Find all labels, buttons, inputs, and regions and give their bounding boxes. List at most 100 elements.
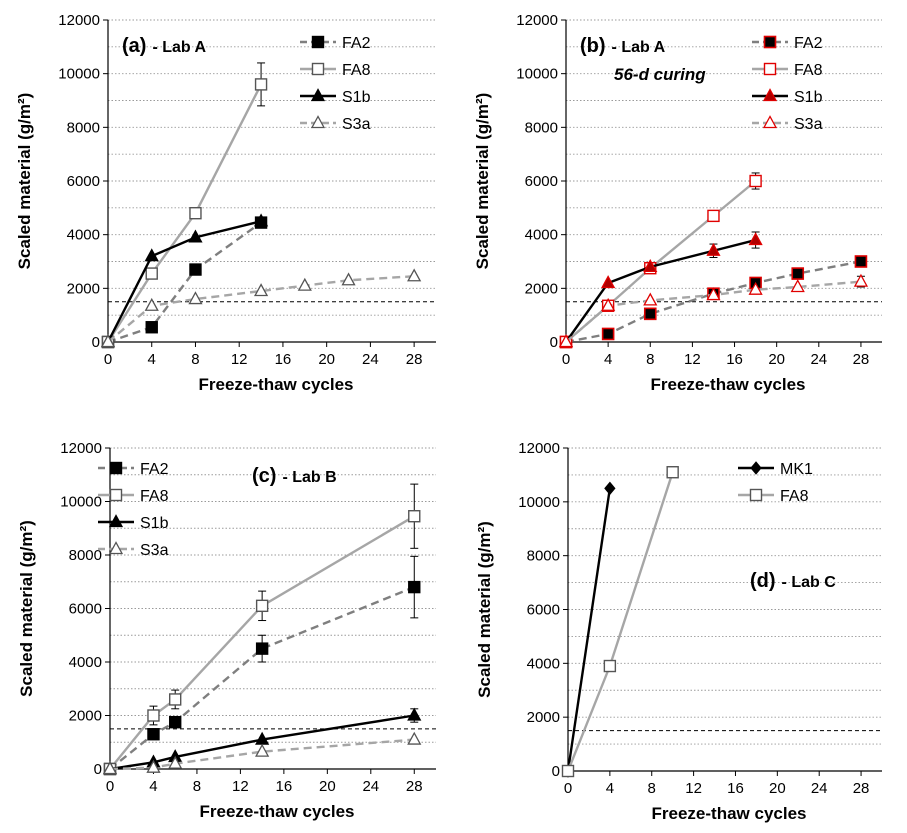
legend-entry: FA2	[752, 35, 823, 52]
panel-title: (d) - Lab C	[750, 570, 836, 592]
legend-label: S1b	[342, 89, 371, 106]
y-tick-label: 6000	[67, 173, 100, 190]
y-tick-label: 4000	[67, 227, 100, 244]
panel-d: 0 2000 4000 6000 8000 10000 12000 0 4 8 12 16 20 24 28…	[475, 440, 882, 823]
data-point	[706, 287, 721, 301]
data-point	[168, 755, 183, 769]
data-point	[643, 259, 658, 273]
legend-entry: FA8	[300, 62, 371, 79]
series-fa8	[103, 483, 421, 776]
series-line	[566, 488, 612, 772]
legend-label: FA8	[140, 488, 169, 505]
data-point	[407, 731, 422, 745]
legend-entry: S1b	[300, 88, 371, 106]
data-point	[558, 334, 574, 348]
data-point	[601, 327, 615, 341]
data-point	[102, 761, 118, 775]
legend-marker	[310, 115, 326, 129]
series-line	[106, 83, 263, 343]
data-point	[407, 707, 422, 721]
legend-marker	[109, 488, 123, 502]
data-point	[253, 283, 269, 297]
data-point	[188, 291, 203, 305]
data-point	[706, 242, 721, 256]
legend-label: FA8	[342, 62, 371, 79]
series-fa2	[103, 555, 421, 776]
legend-marker	[763, 35, 777, 49]
data-point	[707, 209, 720, 223]
y-axis-label: Scaled material (g/m²)	[475, 521, 494, 698]
x-axis-label: Freeze-thaw cycles	[651, 375, 806, 394]
y-tick-label: 4000	[525, 227, 558, 244]
legend-label: MK1	[780, 461, 813, 478]
legend-marker	[311, 35, 325, 49]
y-axis-label: Scaled material (g/m²)	[15, 93, 34, 270]
y-tick-label: 8000	[525, 119, 558, 136]
x-tick-label: 28	[406, 778, 423, 795]
x-tick-label: 16	[727, 780, 744, 797]
legend-entry: S3a	[300, 115, 371, 133]
y-tick-label: 8000	[69, 547, 102, 564]
data-point	[604, 481, 616, 496]
panel-c: 0 2000 4000 6000 8000 10000 12000 0 4 8 12 16 20 24 28…	[17, 440, 436, 821]
legend-entry: S1b	[752, 88, 823, 106]
x-tick-label: 20	[768, 351, 785, 368]
legend-entry: S3a	[98, 541, 169, 559]
data-point	[408, 580, 421, 594]
panel-lab: - Lab A	[612, 39, 666, 56]
data-point	[341, 272, 356, 286]
y-axis-label: Scaled material (g/m²)	[17, 520, 36, 697]
y-tick-label: 12000	[516, 12, 558, 29]
y-tick-label: 10000	[58, 66, 100, 83]
x-axis-label: Freeze-thaw cycles	[200, 802, 355, 821]
x-tick-label: 16	[726, 351, 743, 368]
data-point	[255, 642, 269, 655]
legend-entry: FA8	[98, 488, 169, 505]
legend-label: S1b	[794, 89, 823, 106]
data-point	[643, 292, 658, 306]
legend-entry: FA2	[98, 461, 169, 478]
legend-entry: MK1	[738, 461, 813, 478]
data-point	[168, 715, 182, 729]
y-tick-label: 0	[552, 763, 560, 780]
legend-label: FA2	[140, 461, 169, 478]
y-tick-label: 4000	[69, 654, 102, 671]
series-s1b	[558, 231, 763, 348]
y-tick-label: 12000	[58, 12, 100, 29]
data-point	[255, 743, 270, 757]
data-point	[749, 174, 762, 188]
x-tick-label: 28	[406, 351, 423, 368]
legend-marker	[762, 88, 778, 102]
data-point	[853, 273, 869, 287]
x-tick-label: 8	[646, 351, 654, 368]
legend-label: FA2	[342, 35, 371, 52]
y-tick-label: 0	[92, 334, 100, 351]
data-point	[144, 248, 159, 262]
panel-subtitle: 56-d curing	[614, 65, 706, 84]
series-s3a	[100, 268, 422, 348]
data-point	[100, 334, 116, 348]
y-axis-label: Scaled material (g/m²)	[473, 93, 492, 270]
y-tick-label: 10000	[518, 494, 560, 511]
data-point	[188, 229, 203, 243]
legend-marker	[750, 461, 762, 475]
panel-title: (a) - Lab A	[122, 35, 207, 57]
x-tick-label: 12	[232, 778, 249, 795]
x-tick-label: 24	[810, 351, 827, 368]
series-mk1	[562, 481, 616, 778]
data-point	[145, 267, 158, 280]
x-tick-label: 24	[362, 351, 379, 368]
data-point	[255, 599, 269, 613]
y-tick-label: 2000	[525, 280, 558, 297]
panel-title: (b) - Lab A	[580, 35, 666, 57]
x-tick-label: 4	[606, 780, 614, 797]
y-tick-label: 12000	[518, 440, 560, 457]
x-tick-label: 8	[648, 780, 656, 797]
x-tick-label: 0	[104, 351, 112, 368]
y-tick-label: 2000	[69, 708, 102, 725]
x-tick-label: 0	[106, 778, 114, 795]
data-point	[601, 297, 616, 311]
data-point	[168, 693, 182, 706]
y-tick-label: 2000	[527, 709, 560, 726]
legend-label: S3a	[794, 116, 823, 133]
